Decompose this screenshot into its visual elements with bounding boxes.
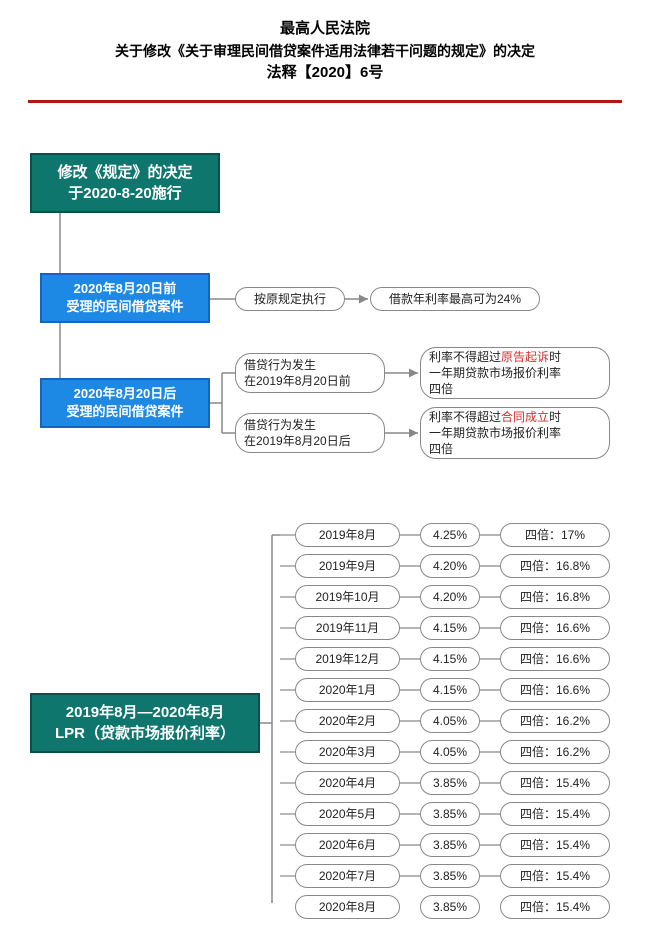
- lpr-rate-7: 4.05%: [420, 740, 480, 764]
- lpr-rate-8: 3.85%: [420, 771, 480, 795]
- b2-l1: 借贷行为发生: [244, 417, 316, 433]
- lpr-month-4: 2019年12月: [295, 647, 400, 671]
- lpr-month-12: 2020年8月: [295, 895, 400, 919]
- diagram-canvas: 修改《规定》的决定 于2020-8-20施行 2020年8月20日前 受理的民间…: [0, 103, 650, 903]
- lpr-rate-12: 3.85%: [420, 895, 480, 919]
- lpr-quad-10: 四倍：15.4%: [500, 833, 610, 857]
- pill-before-p2: 借款年利率最高可为24%: [370, 287, 540, 311]
- document-header: 最高人民法院 关于修改《关于审理民间借贷案件适用法律若干问题的规定》的决定 法释…: [0, 0, 650, 94]
- lpr-rate-4: 4.15%: [420, 647, 480, 671]
- node-lpr: 2019年8月—2020年8月 LPR（贷款市场报价利率）: [30, 693, 260, 753]
- pill-after-r2: 利率不得超过合同成立时 一年期贷款市场报价利率 四倍: [420, 407, 610, 459]
- b1-l1: 借贷行为发生: [244, 357, 316, 373]
- lpr-month-2: 2019年10月: [295, 585, 400, 609]
- node-after-text: 2020年8月20日后 受理的民间借贷案件: [66, 385, 183, 421]
- header-line1: 最高人民法院: [20, 18, 630, 41]
- lpr-month-0: 2019年8月: [295, 523, 400, 547]
- b1-l2: 在2019年8月20日前: [244, 373, 351, 389]
- pill-before-p1: 按原规定执行: [235, 287, 345, 311]
- lpr-rate-1: 4.20%: [420, 554, 480, 578]
- node-after-820: 2020年8月20日后 受理的民间借贷案件: [40, 378, 210, 428]
- lpr-quad-1: 四倍：16.8%: [500, 554, 610, 578]
- lpr-quad-9: 四倍：15.4%: [500, 802, 610, 826]
- node-lpr-text: 2019年8月—2020年8月 LPR（贷款市场报价利率）: [55, 702, 235, 744]
- lpr-month-6: 2020年2月: [295, 709, 400, 733]
- lpr-rate-9: 3.85%: [420, 802, 480, 826]
- r2-l2: 一年期贷款市场报价利率: [429, 425, 561, 441]
- r2-l3: 四倍: [429, 441, 453, 457]
- node-root: 修改《规定》的决定 于2020-8-20施行: [30, 153, 220, 213]
- lpr-quad-12: 四倍：15.4%: [500, 895, 610, 919]
- lpr-month-11: 2020年7月: [295, 864, 400, 888]
- header-line3: 法释【2020】6号: [20, 62, 630, 85]
- r1-l2: 一年期贷款市场报价利率: [429, 365, 561, 381]
- node-root-text: 修改《规定》的决定 于2020-8-20施行: [57, 162, 192, 204]
- lpr-rate-10: 3.85%: [420, 833, 480, 857]
- pill-after-r1: 利率不得超过原告起诉时 一年期贷款市场报价利率 四倍: [420, 347, 610, 399]
- lpr-quad-5: 四倍：16.6%: [500, 678, 610, 702]
- node-before-text: 2020年8月20日前 受理的民间借贷案件: [66, 280, 183, 316]
- lpr-quad-6: 四倍：16.2%: [500, 709, 610, 733]
- lpr-quad-2: 四倍：16.8%: [500, 585, 610, 609]
- lpr-quad-4: 四倍：16.6%: [500, 647, 610, 671]
- pill-after-b2: 借贷行为发生 在2019年8月20日后: [235, 413, 385, 453]
- pill-before-p2-text: 借款年利率最高可为24%: [389, 291, 521, 307]
- lpr-quad-11: 四倍：15.4%: [500, 864, 610, 888]
- pill-after-b1: 借贷行为发生 在2019年8月20日前: [235, 353, 385, 393]
- lpr-month-3: 2019年11月: [295, 616, 400, 640]
- lpr-rate-0: 4.25%: [420, 523, 480, 547]
- b2-l2: 在2019年8月20日后: [244, 433, 351, 449]
- lpr-month-9: 2020年5月: [295, 802, 400, 826]
- lpr-quad-0: 四倍：17%: [500, 523, 610, 547]
- r1-l3: 四倍: [429, 381, 453, 397]
- lpr-month-5: 2020年1月: [295, 678, 400, 702]
- lpr-rate-2: 4.20%: [420, 585, 480, 609]
- lpr-month-8: 2020年4月: [295, 771, 400, 795]
- r2-l1: 利率不得超过合同成立时: [429, 409, 561, 425]
- lpr-quad-7: 四倍：16.2%: [500, 740, 610, 764]
- lpr-month-1: 2019年9月: [295, 554, 400, 578]
- lpr-month-7: 2020年3月: [295, 740, 400, 764]
- r1-l1: 利率不得超过原告起诉时: [429, 349, 561, 365]
- lpr-rate-6: 4.05%: [420, 709, 480, 733]
- lpr-quad-8: 四倍：15.4%: [500, 771, 610, 795]
- lpr-rate-3: 4.15%: [420, 616, 480, 640]
- lpr-rate-5: 4.15%: [420, 678, 480, 702]
- header-line2: 关于修改《关于审理民间借贷案件适用法律若干问题的规定》的决定: [20, 41, 630, 62]
- lpr-quad-3: 四倍：16.6%: [500, 616, 610, 640]
- lpr-month-10: 2020年6月: [295, 833, 400, 857]
- node-before-820: 2020年8月20日前 受理的民间借贷案件: [40, 273, 210, 323]
- pill-before-p1-text: 按原规定执行: [254, 291, 326, 307]
- lpr-rate-11: 3.85%: [420, 864, 480, 888]
